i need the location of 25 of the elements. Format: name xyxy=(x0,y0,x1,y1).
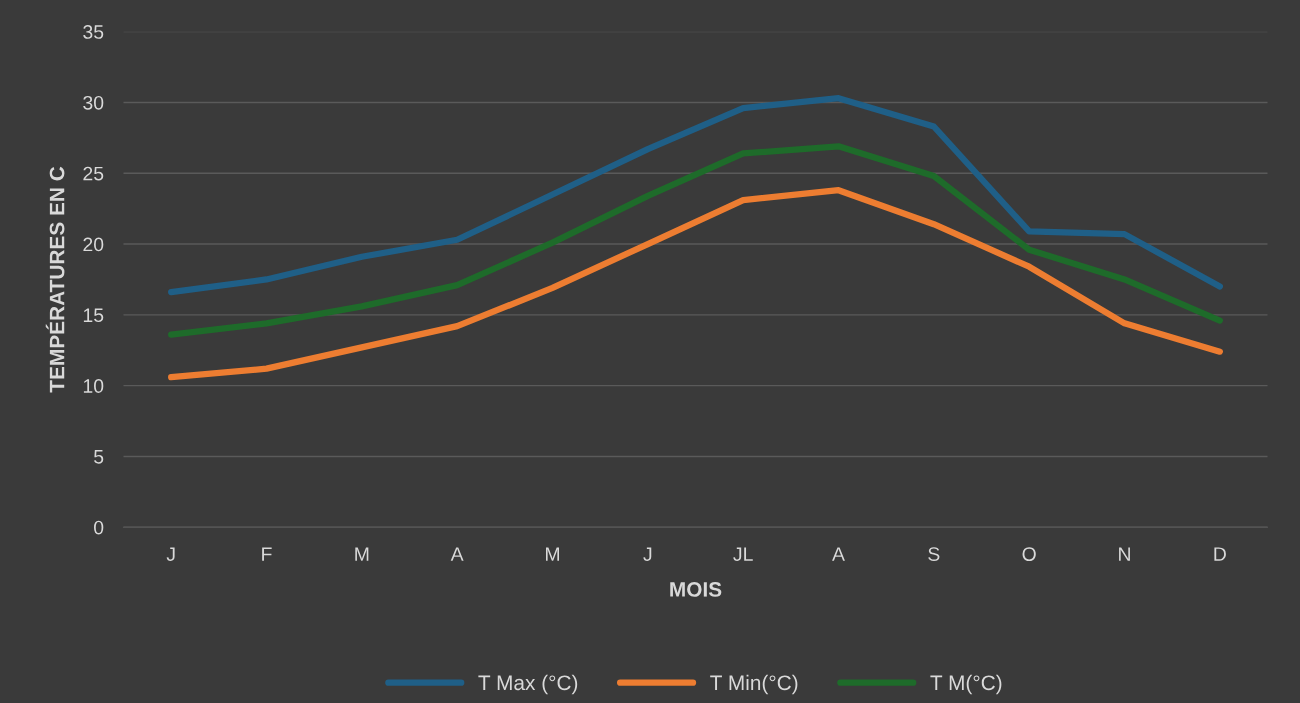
y-tick-label: 0 xyxy=(94,520,104,535)
x-tick-label: S xyxy=(928,547,940,561)
y-tick-label: 30 xyxy=(83,95,104,110)
y-tick-label: 20 xyxy=(83,237,104,252)
x-tick-label: M xyxy=(355,547,369,561)
x-tick-label: D xyxy=(1214,547,1226,561)
x-tick-label: J xyxy=(166,547,175,561)
y-tick-label: 35 xyxy=(83,25,104,39)
legend-label: T M(°C) xyxy=(930,674,1002,695)
x-tick-label: JL xyxy=(733,547,753,561)
x-tick-label: F xyxy=(262,547,272,561)
x-tick-label: J xyxy=(643,547,652,561)
x-tick-label: N xyxy=(1119,547,1130,561)
x-tick-label: A xyxy=(832,547,845,561)
y-axis-title: TEMPÉRATURES EN C xyxy=(45,166,65,393)
x-tick-label: M xyxy=(546,547,559,561)
x-tick-label: A xyxy=(450,547,464,561)
x-tick-label: O xyxy=(1022,547,1036,561)
y-tick-label: 25 xyxy=(83,166,104,181)
y-tick-label: 15 xyxy=(83,308,104,323)
y-tick-label: 10 xyxy=(83,379,104,393)
x-axis-title: MOIS xyxy=(670,582,722,597)
y-tick-label: 5 xyxy=(94,450,104,464)
legend-label: T Min(°C) xyxy=(710,674,798,695)
legend-label: T Max (°C) xyxy=(478,674,578,695)
